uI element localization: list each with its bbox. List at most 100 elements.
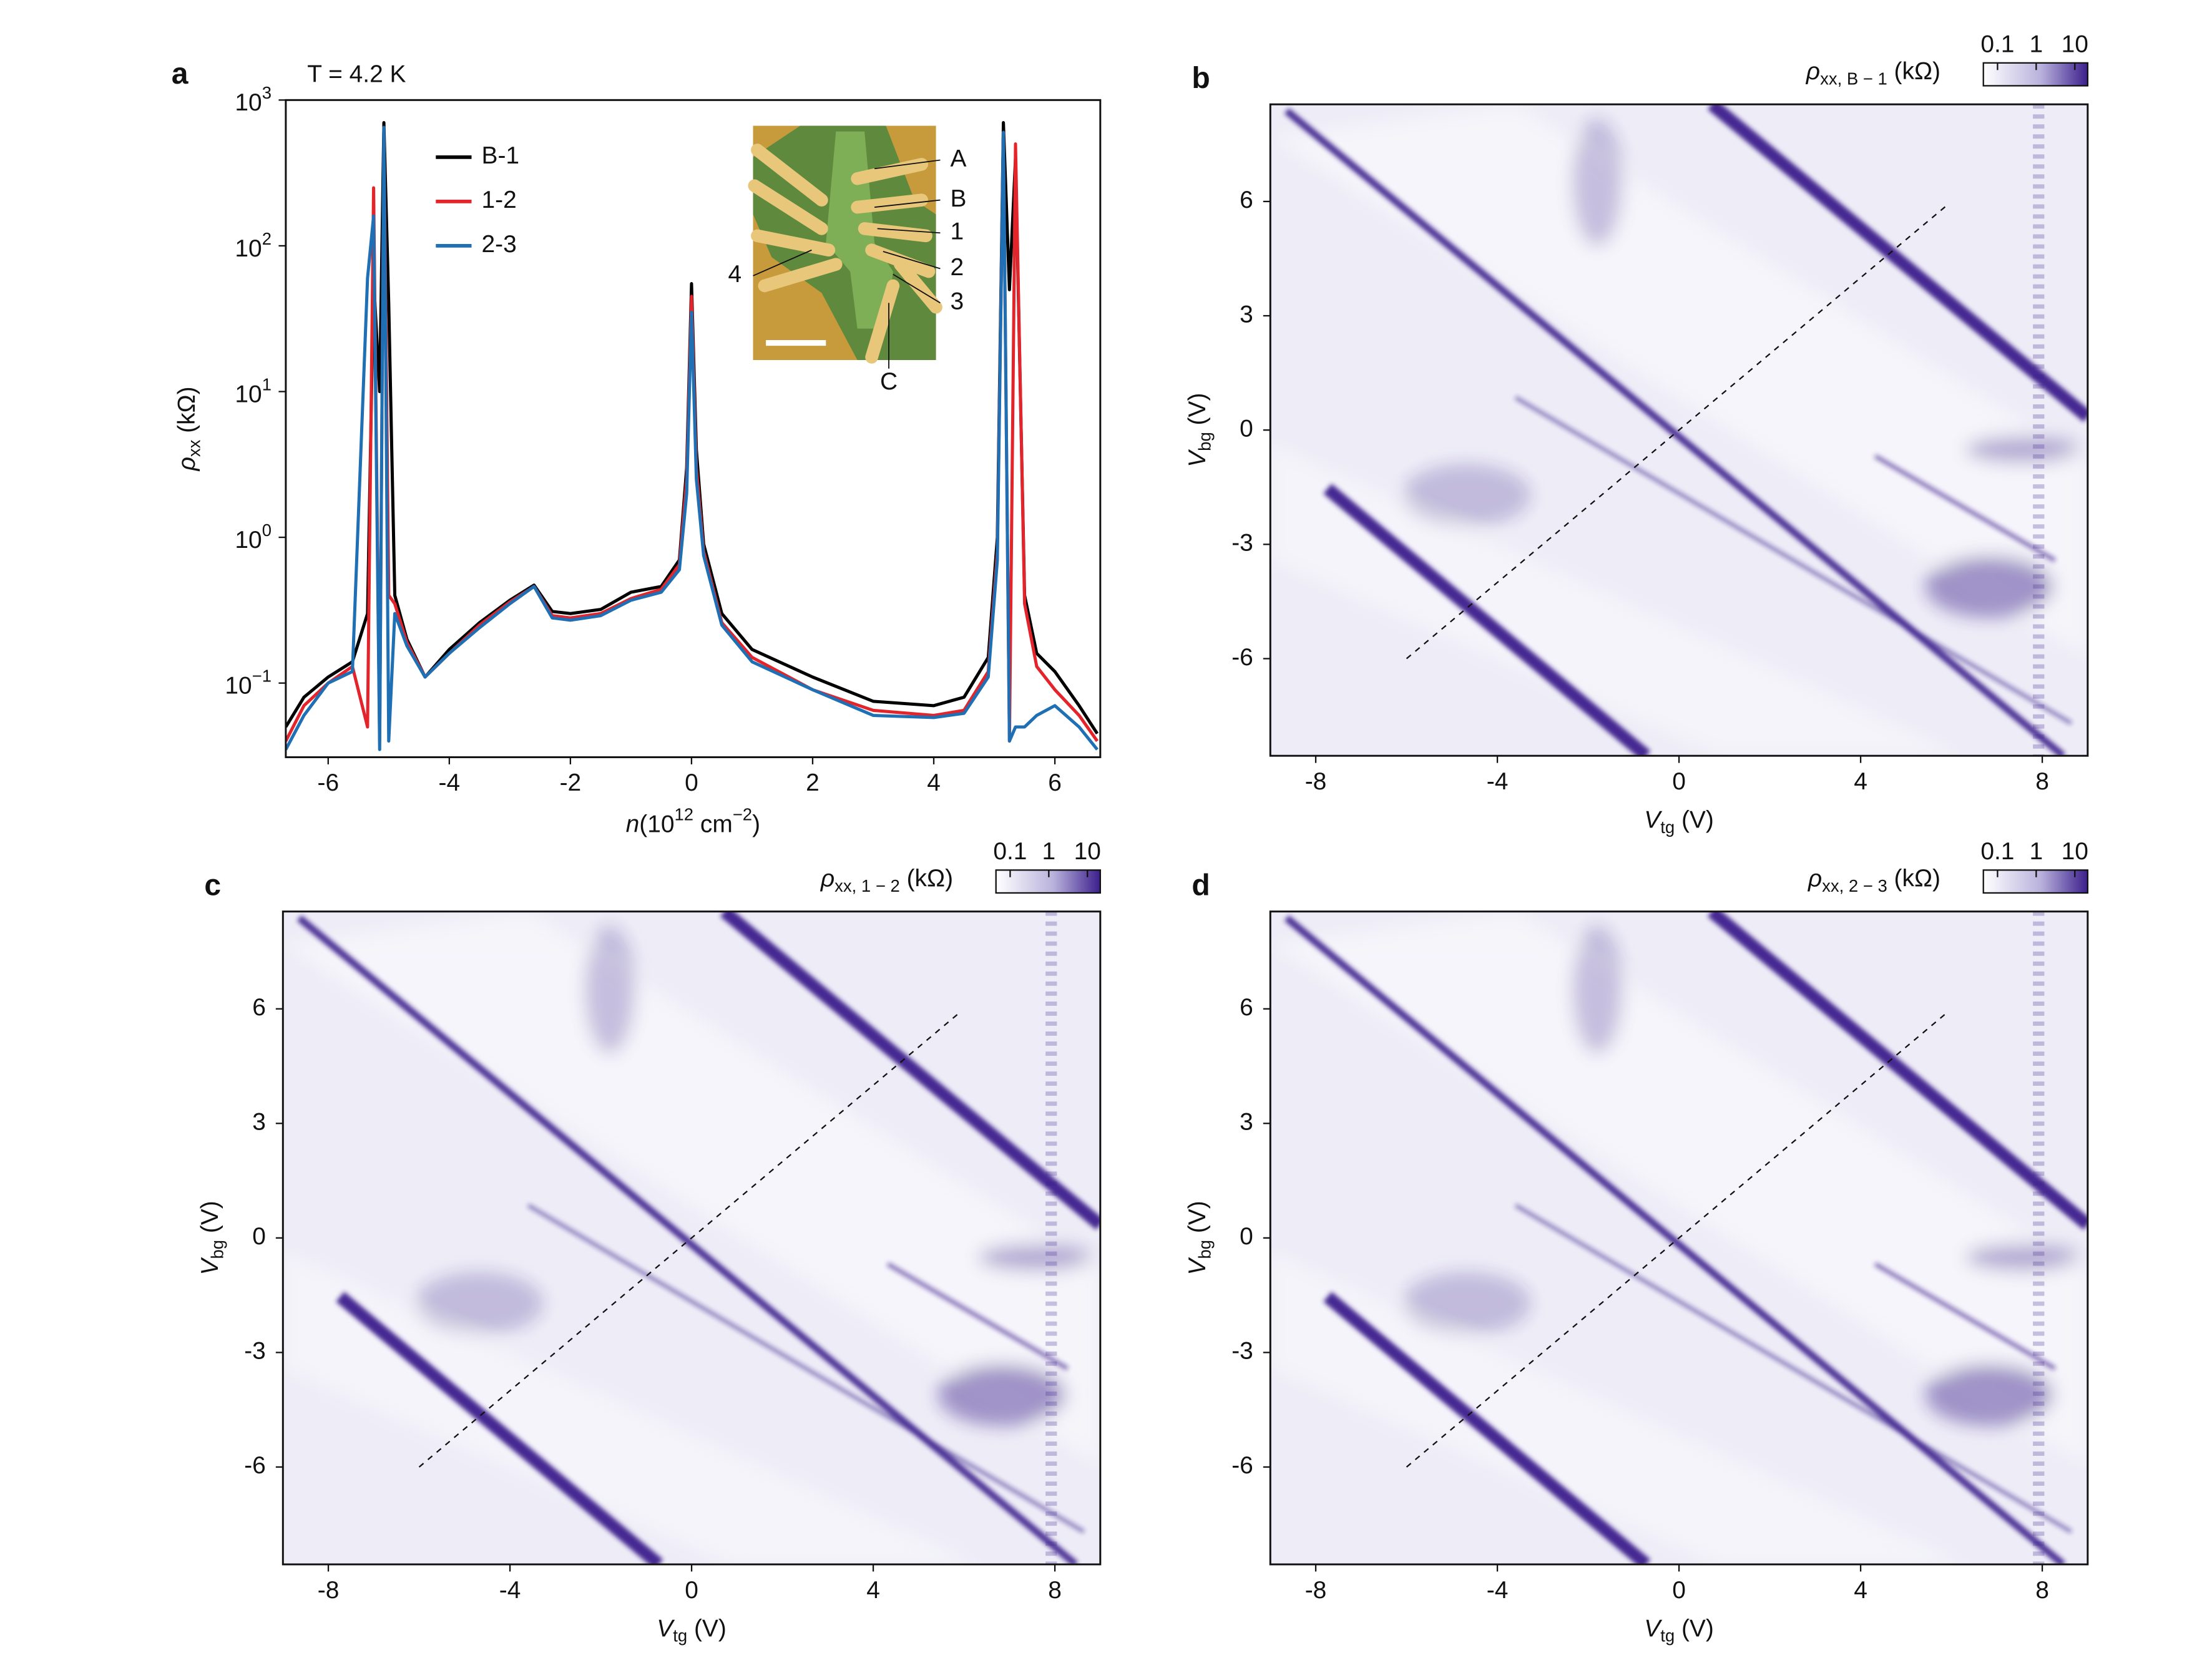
x-axis-label-part: n — [626, 811, 640, 838]
feature — [1402, 464, 1531, 527]
y-axis-label-part: ρ — [174, 457, 200, 471]
inset-pointer — [883, 251, 941, 270]
y-tick-label: 6 — [1240, 187, 1253, 213]
x-tick-label: -4 — [1487, 1577, 1509, 1604]
y-tick-label: 103 — [235, 83, 272, 116]
y-tick-label-part: 3 — [262, 83, 272, 102]
light-region — [283, 911, 1100, 1467]
heatmap-lines — [1284, 104, 2088, 756]
y-tick-label: -6 — [1231, 644, 1253, 671]
inset-photo — [748, 125, 942, 364]
y-axis-label-part: bg — [208, 1240, 227, 1259]
x-tick-label: 0 — [1672, 1577, 1686, 1604]
x-axis-label: Vtg (V) — [657, 1616, 727, 1646]
x-tick-label: -8 — [1305, 1577, 1327, 1604]
x-tick-label: -4 — [1487, 768, 1509, 795]
feature — [937, 1363, 1067, 1426]
y-axis-label-part: xx — [185, 439, 204, 457]
colorbar-tick-label: 10 — [2062, 31, 2088, 58]
y-tick-label-part: 0 — [262, 520, 272, 540]
dashed-guide — [1406, 1012, 1948, 1468]
heatmap-lines — [1284, 911, 2088, 1564]
x-axis-label-part: 12 — [675, 805, 694, 824]
axes-frame — [285, 99, 1102, 758]
resistance-ridge — [1323, 1292, 1651, 1564]
resistance-ridge — [1284, 915, 2066, 1564]
heatmap-soft — [1270, 104, 2088, 756]
y-axis-label-part: (V) — [1184, 393, 1211, 432]
inset-label: 3 — [950, 288, 964, 315]
x-tick-label: -4 — [499, 1577, 521, 1604]
x-tick-label: -2 — [560, 769, 582, 796]
y-axis-label-part: (V) — [197, 1201, 223, 1240]
y-tick-label: 0 — [1240, 415, 1253, 442]
feature — [414, 1272, 544, 1335]
x-axis-label-part: (V) — [1675, 807, 1714, 834]
colorbar-label-part: ρ — [1806, 58, 1820, 85]
resistance-ridge — [296, 915, 1079, 1564]
x-axis-label-part: V — [1644, 807, 1662, 834]
y-axis-label: ρxx (kΩ) — [174, 386, 203, 471]
x-axis-label-part: V — [1644, 1616, 1662, 1642]
inset-electrode — [851, 193, 928, 214]
feature — [1402, 1272, 1531, 1335]
inset-label: 2 — [950, 254, 964, 281]
colorbar-label-part: xx, 2 − 3 — [1822, 876, 1887, 895]
y-axis-label: Vbg (V) — [1184, 393, 1214, 467]
x-axis-label-part: (V) — [1675, 1616, 1714, 1642]
inset-label: B — [950, 185, 966, 212]
y-tick-label-part: 10 — [235, 89, 262, 116]
feature — [1925, 1363, 2054, 1426]
colorbar-label: ρxx, B − 1 (kΩ) — [1806, 58, 1940, 88]
dashed-guide — [1406, 205, 1948, 660]
inset-electrode — [758, 258, 843, 293]
y-tick-label: -6 — [1231, 1452, 1253, 1479]
y-tick-label-part: 10 — [225, 673, 252, 700]
x-tick-label: 8 — [1048, 1577, 1062, 1604]
x-axis-label-part: (10 — [639, 811, 674, 838]
y-axis-label-part: bg — [1195, 432, 1215, 451]
y-tick-label: 3 — [1240, 301, 1253, 328]
colorbar-label-part: xx, 1 − 2 — [834, 876, 900, 895]
feature — [1965, 1243, 2080, 1272]
feature — [1925, 555, 2054, 618]
plot-area — [285, 120, 1099, 751]
dashed-guide — [418, 1012, 961, 1468]
annotation: T = 4.2 K — [307, 61, 406, 88]
panel-label: a — [172, 57, 189, 90]
x-tick-label: 6 — [1048, 769, 1062, 796]
series-line — [285, 125, 1099, 751]
x-tick-label: 0 — [685, 769, 698, 796]
y-tick-label: -3 — [244, 1338, 266, 1365]
resistance-ridge — [1284, 108, 2066, 756]
x-axis-label-part: −2 — [733, 805, 752, 824]
colorbar-tick-label: 10 — [2062, 838, 2088, 865]
heatmap-soft — [283, 911, 1100, 1564]
heatmap-soft — [1270, 911, 2088, 1564]
y-tick-label: 10−1 — [225, 666, 272, 700]
inset-label: C — [880, 368, 898, 395]
colorbar-label-part: ρ — [820, 866, 834, 892]
y-tick-label: 3 — [1240, 1109, 1253, 1136]
resistance-ridge — [336, 1292, 663, 1564]
legend-label: B-1 — [482, 142, 520, 169]
y-tick-label: 6 — [1240, 994, 1253, 1021]
y-axis-label-part: V — [1184, 449, 1211, 467]
feature — [1571, 118, 1623, 247]
light-region — [1270, 104, 2088, 658]
inset-electrode — [858, 222, 932, 243]
y-tick-label: 102 — [235, 229, 272, 262]
feature — [977, 1243, 1092, 1272]
feature — [1571, 925, 1623, 1055]
feature — [584, 925, 636, 1055]
inset-label: 4 — [728, 261, 742, 288]
y-axis-label-part: (V) — [1184, 1201, 1211, 1240]
y-tick-label: 6 — [252, 994, 266, 1021]
inset-label: 1 — [950, 218, 964, 245]
inset-electrode — [865, 279, 900, 364]
y-tick-label-part: 1 — [262, 375, 272, 394]
panel-label: b — [1192, 61, 1210, 95]
x-tick-label: 8 — [2035, 1577, 2049, 1604]
